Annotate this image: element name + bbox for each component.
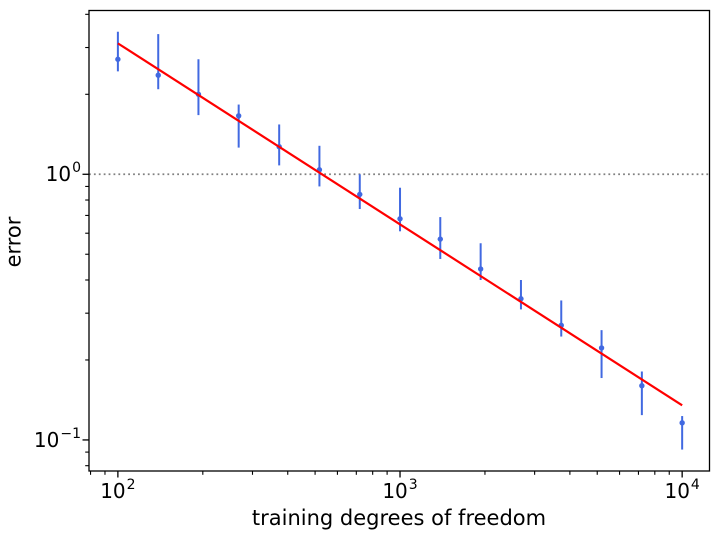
data-point [639, 383, 645, 389]
data-point [357, 191, 363, 198]
x-tick-label: 102 [100, 477, 136, 503]
x-tick-label: 103 [382, 477, 418, 503]
x-tick-label: 104 [664, 477, 700, 503]
data-point [477, 266, 484, 272]
y-tick-label: 100 [45, 160, 81, 187]
y-tick-label: 10−1 [33, 425, 81, 452]
x-axis-label: training degrees of freedom [251, 506, 547, 530]
data-point [598, 345, 605, 351]
data-point [397, 216, 403, 222]
y-axis-label: error [1, 216, 26, 268]
data-point [235, 113, 242, 119]
data-point [155, 72, 161, 78]
plot-frame [88, 9, 711, 472]
data-point [115, 56, 121, 62]
data-point [679, 420, 685, 426]
fit-line [117, 42, 683, 407]
data-point [437, 236, 443, 242]
